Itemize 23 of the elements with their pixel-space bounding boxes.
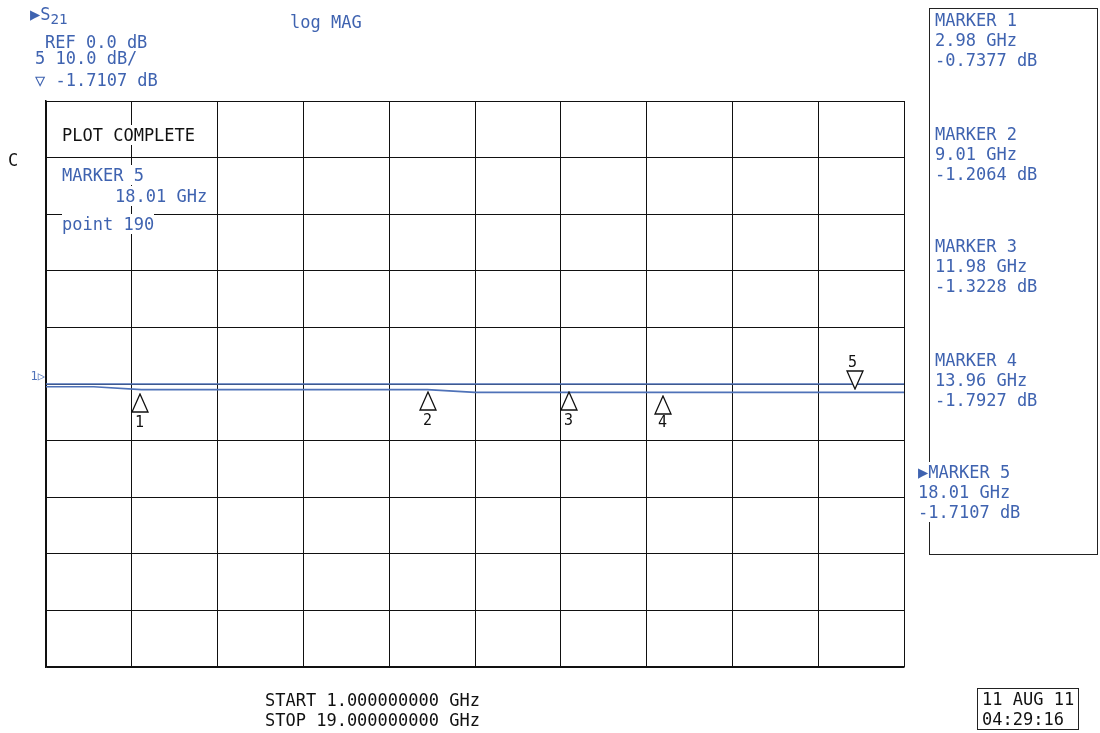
text: ▶S$_{21}$ [30, 4, 68, 30]
text: ▽ -1.7107 dB [35, 70, 158, 90]
text: 11 AUG 11 04:29:16 [977, 688, 1080, 730]
annotation: 1 [135, 413, 145, 431]
annotation: 4 [658, 413, 668, 431]
text: 5 10.0 dB/ [35, 48, 138, 68]
text: 18.01 GHz [115, 186, 208, 206]
text: ▶MARKER 5 18.01 GHz -1.7107 dB [918, 462, 1021, 522]
text: START 1.000000000 GHz [265, 690, 480, 710]
annotation: 3 [564, 411, 574, 429]
text: MARKER 2 9.01 GHz -1.2064 dB [935, 124, 1038, 184]
chart-title: log MAG [290, 12, 362, 32]
text: MARKER 3 11.98 GHz -1.3228 dB [935, 236, 1038, 296]
ref-line-label: 1▷ [30, 369, 46, 384]
text: MARKER 1 2.98 GHz -0.7377 dB [935, 10, 1038, 70]
text: PLOT COMPLETE [62, 125, 196, 145]
text: point 190 [62, 214, 155, 234]
text: 5 [848, 353, 858, 371]
annotation: 2 [423, 411, 433, 429]
text: MARKER 4 13.96 GHz -1.7927 dB [935, 350, 1038, 410]
text: C [8, 150, 19, 170]
text: MARKER 5 [62, 165, 144, 185]
text: STOP 19.000000000 GHz [265, 710, 480, 730]
